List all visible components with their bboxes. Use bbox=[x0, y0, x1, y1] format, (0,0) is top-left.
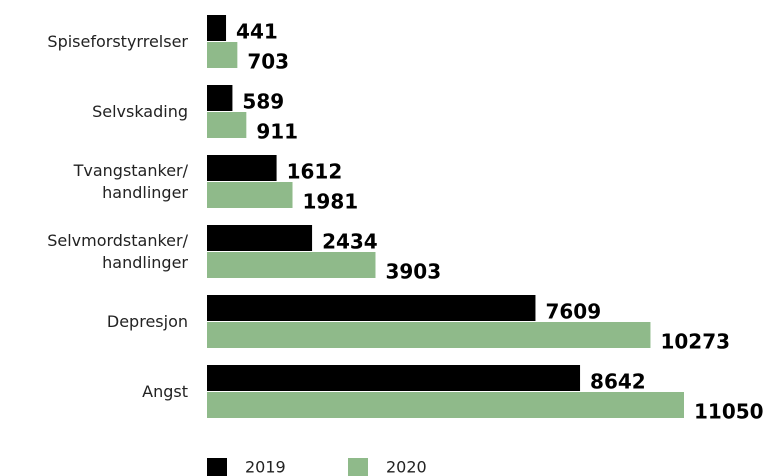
bar bbox=[207, 322, 651, 348]
bar bbox=[207, 85, 233, 111]
legend-swatch bbox=[348, 458, 368, 476]
legend-swatch bbox=[207, 458, 227, 476]
value-label: 703 bbox=[247, 50, 289, 74]
bar bbox=[207, 15, 227, 41]
bar bbox=[207, 392, 684, 418]
legend-label: 2020 bbox=[386, 458, 427, 476]
legend-label: 2019 bbox=[245, 458, 286, 476]
value-label: 7609 bbox=[545, 300, 601, 324]
bar bbox=[207, 225, 313, 251]
value-label: 2434 bbox=[322, 230, 378, 254]
value-label: 441 bbox=[236, 20, 278, 44]
bar bbox=[207, 112, 247, 138]
category-label: Depresjon bbox=[106, 311, 188, 331]
value-label: 1612 bbox=[287, 160, 343, 184]
value-label: 11050 bbox=[694, 400, 764, 424]
category-label: Selvmordstanker/ handlinger bbox=[47, 230, 188, 272]
bar bbox=[207, 42, 238, 68]
bar bbox=[207, 365, 581, 391]
value-label: 8642 bbox=[590, 370, 646, 394]
bar bbox=[207, 252, 376, 278]
value-label: 3903 bbox=[385, 260, 441, 284]
value-label: 10273 bbox=[660, 330, 730, 354]
category-label: Selvskading bbox=[92, 101, 188, 121]
bar bbox=[207, 295, 536, 321]
bar bbox=[207, 182, 293, 208]
category-label: Spiseforstyrrelser bbox=[47, 31, 188, 51]
category-label: Tvangstanker/ handlinger bbox=[73, 160, 188, 202]
value-label: 911 bbox=[256, 120, 298, 144]
bar bbox=[207, 155, 277, 181]
value-label: 589 bbox=[242, 90, 284, 114]
value-label: 1981 bbox=[303, 190, 359, 214]
category-label: Angst bbox=[142, 381, 188, 401]
